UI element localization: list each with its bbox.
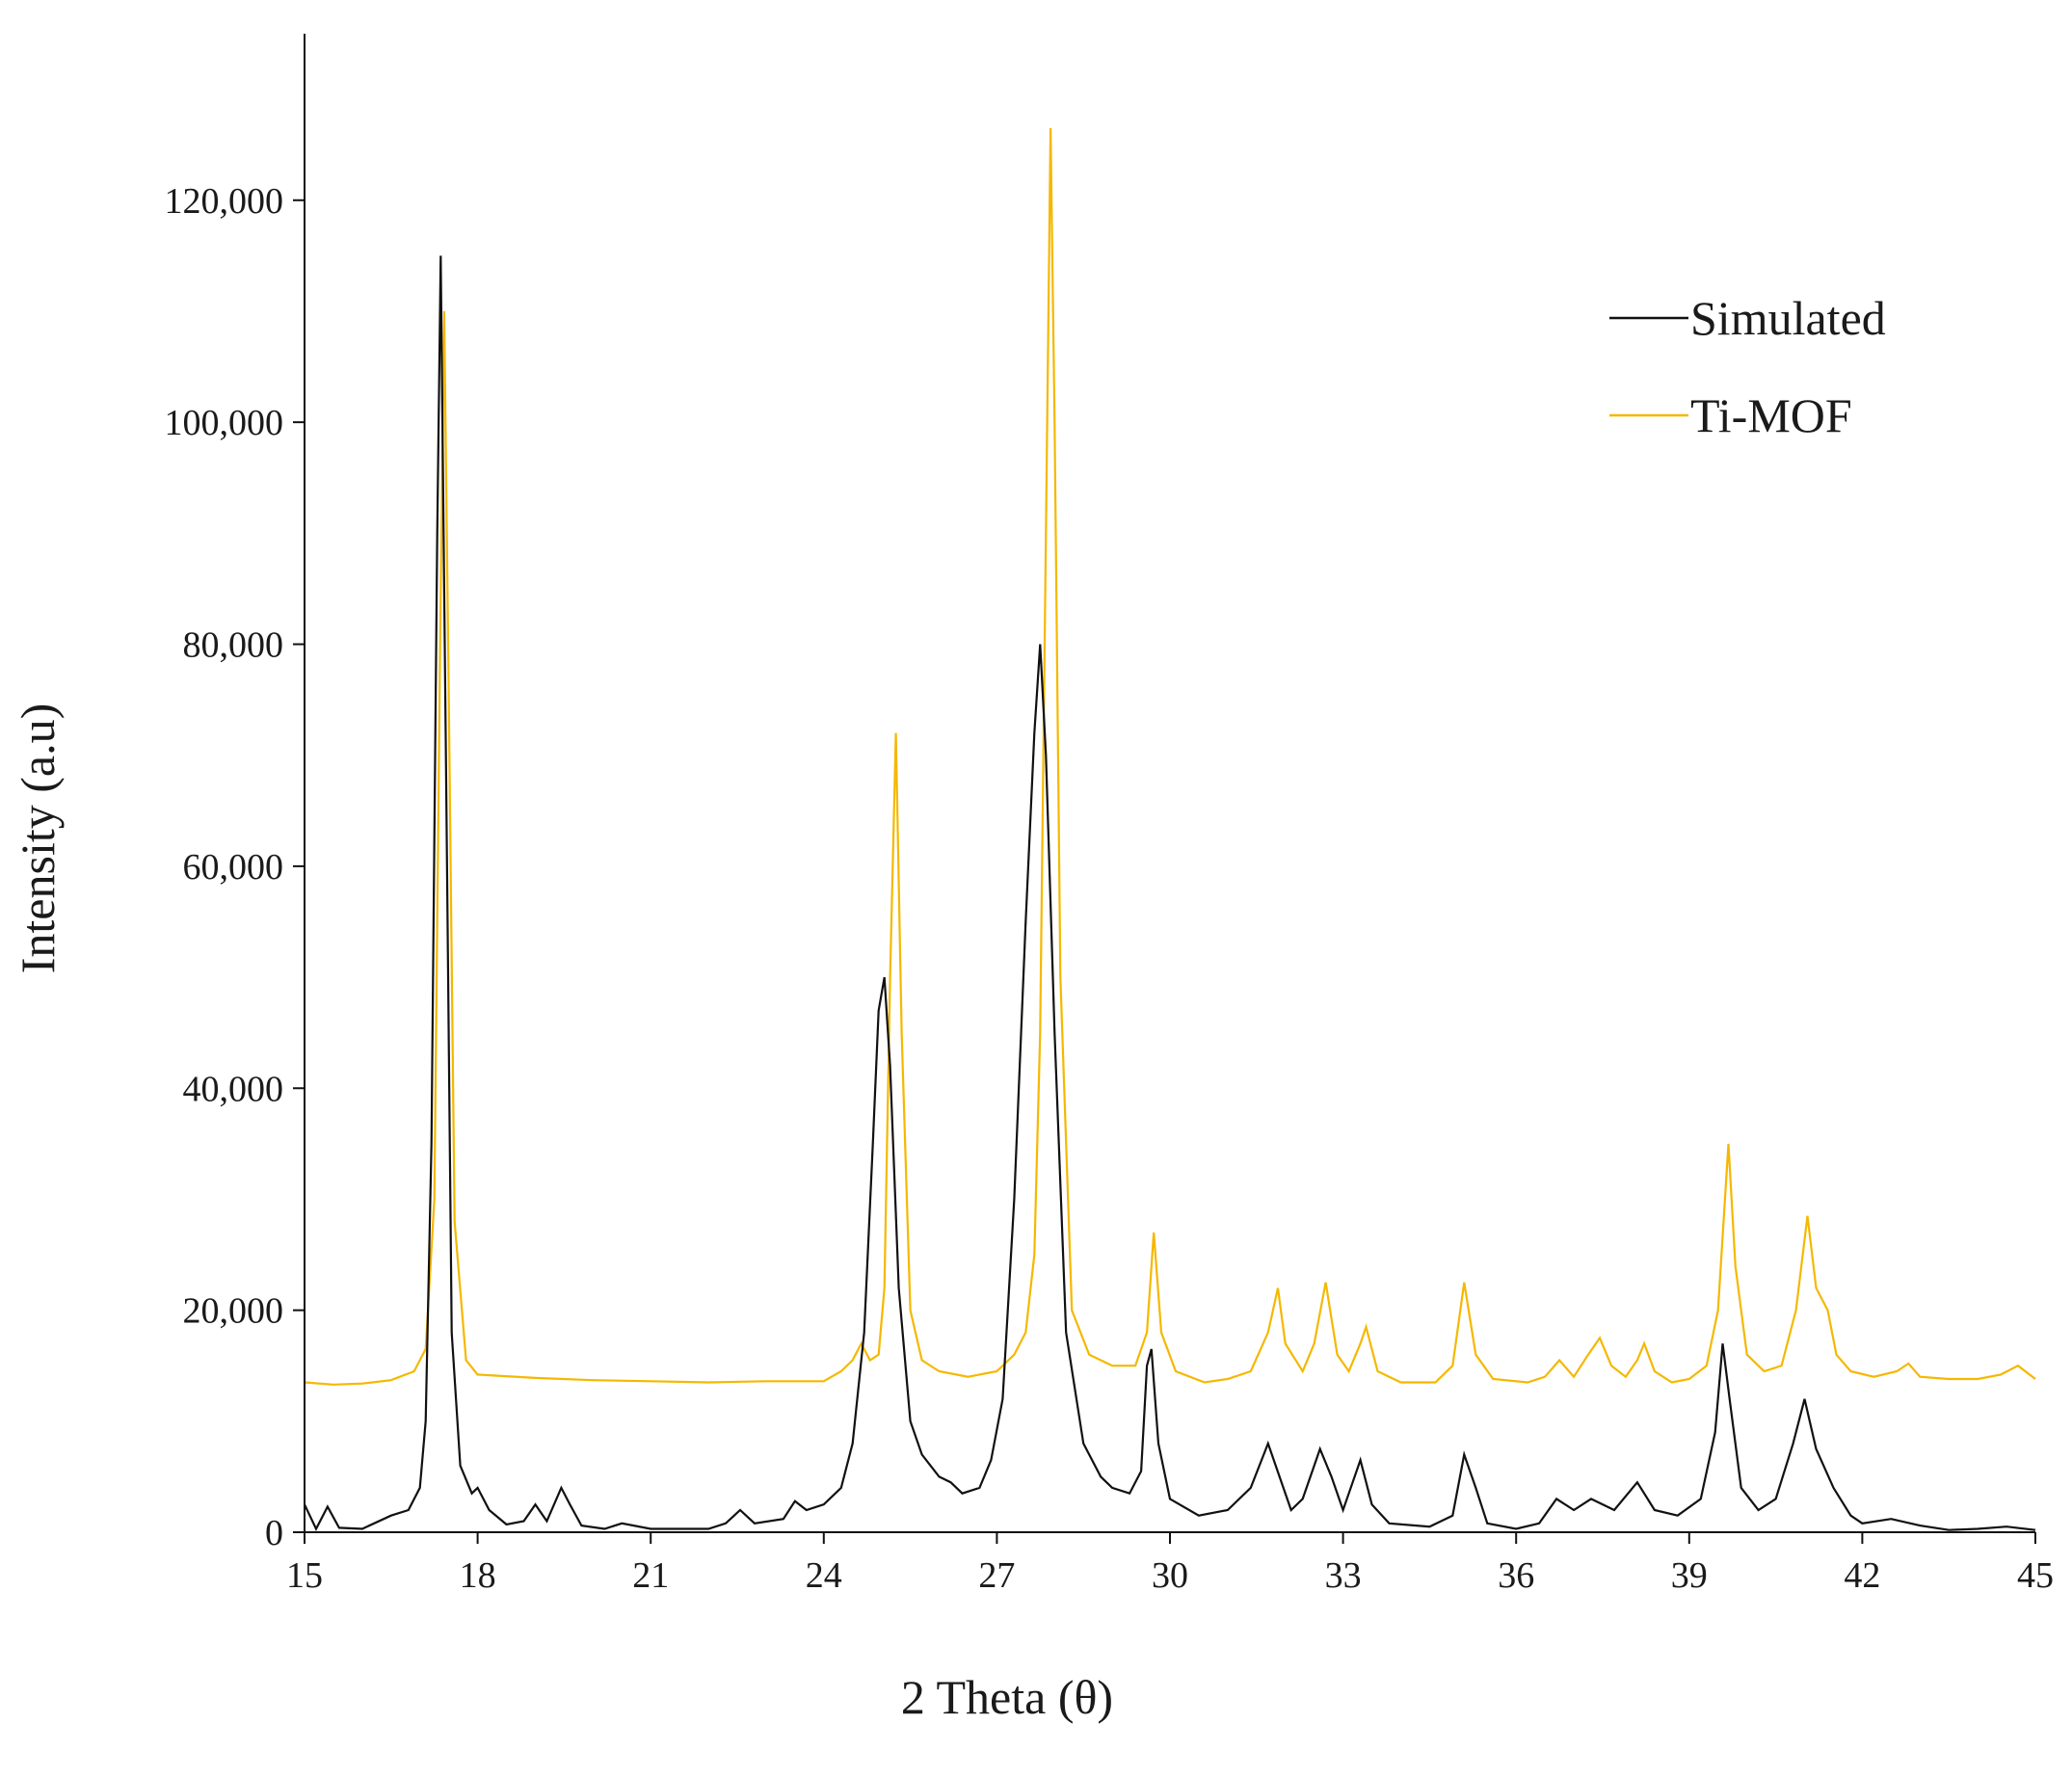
series-line-ti-mof: [304, 127, 2036, 1386]
y-tick-label: 40,000: [183, 1069, 284, 1109]
x-tick-label: 33: [1325, 1555, 1362, 1596]
x-axis-title: 2 Theta (θ): [901, 1670, 1113, 1724]
y-tick-label: 120,000: [165, 181, 284, 222]
x-axis-ticks: 15 18 21 24 27 30 33 36 39 42 45: [286, 1532, 2054, 1596]
x-tick-label: 42: [1844, 1555, 1880, 1596]
series-line-simulated: [304, 255, 2036, 1531]
y-tick-label: 80,000: [183, 625, 284, 666]
series-lines: [304, 127, 2036, 1531]
y-tick-label: 60,000: [183, 847, 284, 888]
y-tick-label: 0: [265, 1513, 283, 1553]
x-tick-label: 24: [806, 1555, 842, 1596]
x-tick-label: 30: [1152, 1555, 1188, 1596]
y-tick-label: 100,000: [165, 403, 284, 443]
x-tick-label: 45: [2017, 1555, 2054, 1596]
x-tick-label: 27: [978, 1555, 1015, 1596]
x-tick-label: 36: [1498, 1555, 1534, 1596]
legend: Simulated Ti-MOF: [1609, 291, 1886, 442]
y-axis-title: Intensity (a.u): [11, 703, 65, 973]
legend-label-simulated: Simulated: [1690, 291, 1886, 345]
y-axis-ticks: 0 20,000 40,000 60,000 80,000 100,000 120,000: [165, 181, 305, 1553]
legend-label-ti-mof: Ti-MOF: [1690, 388, 1852, 442]
y-tick-label: 20,000: [183, 1291, 284, 1332]
x-tick-label: 21: [632, 1555, 669, 1596]
x-tick-label: 18: [460, 1555, 496, 1596]
x-tick-label: 15: [286, 1555, 323, 1596]
x-tick-label: 39: [1671, 1555, 1708, 1596]
